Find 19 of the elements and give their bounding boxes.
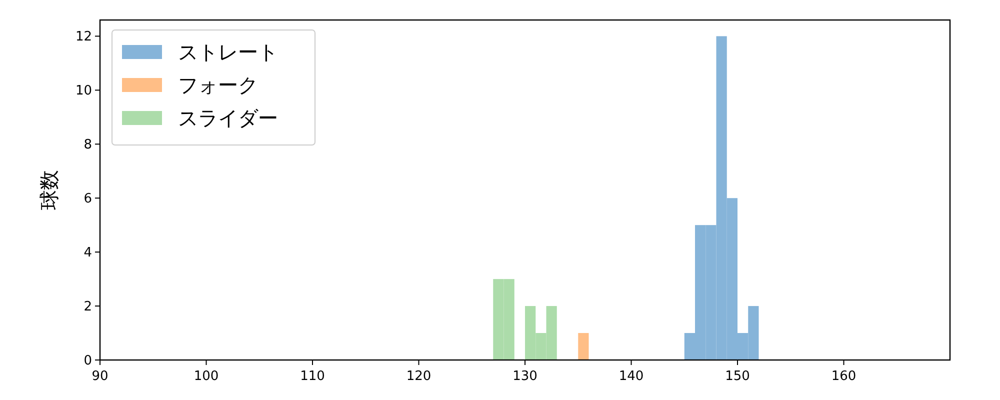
x-tick-label: 100 [194,369,219,384]
y-tick-label: 6 [84,192,92,207]
x-tick-label: 110 [300,369,325,384]
y-axis-title: 球数 [37,170,61,210]
legend-label: フォーク [178,73,258,97]
legend-label: スライダー [178,106,278,130]
y-tick-label: 4 [84,246,92,261]
y-tick-label: 12 [75,30,92,45]
x-tick-label: 150 [725,369,750,384]
x-tick-label: 140 [618,369,644,384]
x-tick-label: 120 [406,369,432,384]
y-tick-label: 0 [84,354,92,368]
x-tick-label: 160 [831,369,856,384]
y-tick-label: 10 [75,84,92,99]
x-tick-label: 130 [512,369,538,384]
y-tick-label: 2 [84,300,92,315]
y-tick-label: 8 [84,138,92,153]
x-tick-label: 90 [92,369,108,384]
legend-label: ストレート [178,40,278,64]
